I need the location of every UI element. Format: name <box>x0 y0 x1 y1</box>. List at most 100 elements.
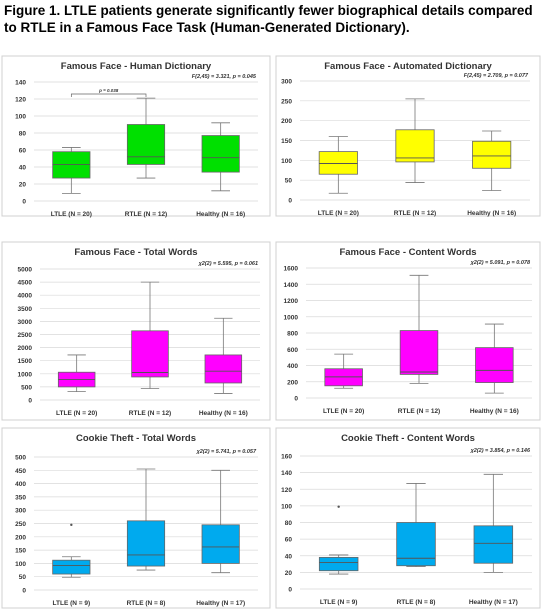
box-1 <box>318 136 358 194</box>
y-tick-label: 1000 <box>18 371 33 378</box>
box-2 <box>126 468 166 571</box>
box-3 <box>201 122 240 192</box>
y-tick-label: 0 <box>288 198 292 205</box>
y-tick-label: 250 <box>281 98 292 105</box>
chart-panel-4: Famous Face - Content Words χ2(2) = 5.091… <box>275 241 541 421</box>
box-3 <box>204 317 243 394</box>
outlier-point <box>70 523 73 527</box>
y-tick-label: 400 <box>287 363 298 370</box>
y-tick-label: 40 <box>285 553 293 560</box>
y-tick-label: 150 <box>15 548 26 555</box>
iqr-box <box>473 525 514 564</box>
iqr-box <box>318 557 359 572</box>
x-category-label: RTLE (N = 8) <box>397 599 436 606</box>
figure-caption: Figure 1. LTLE patients generate signifi… <box>4 3 533 35</box>
chart-panel-2: Famous Face - Automated DictionaryF(2,45… <box>275 55 541 217</box>
y-tick-label: 0 <box>294 396 298 403</box>
x-category-label: Healthy (N = 17) <box>469 599 518 606</box>
y-tick-label: 200 <box>15 534 26 541</box>
y-tick-label: 20 <box>19 182 27 189</box>
significance-bracket <box>70 93 147 97</box>
y-tick-label: 80 <box>19 131 27 138</box>
chart-title: Famous Face - Total Words <box>74 247 197 258</box>
iqr-box <box>396 522 436 567</box>
x-category-label: RTLE (N = 12) <box>394 210 436 217</box>
y-tick-label: 1200 <box>284 298 299 305</box>
x-category-label: LTLE (N = 20) <box>51 211 92 218</box>
x-category-label: Healthy (N = 16) <box>467 210 516 217</box>
y-tick-label: 0 <box>28 398 32 405</box>
y-tick-label: 4500 <box>18 280 33 287</box>
y-tick-label: 5000 <box>18 267 33 274</box>
y-tick-label: 100 <box>15 561 26 568</box>
chart-title: Cookie Theft - Total Words <box>76 433 196 444</box>
iqr-box <box>52 559 91 575</box>
x-category-label: RTLE (N = 12) <box>398 408 440 415</box>
y-tick-label: 20 <box>285 570 293 577</box>
y-tick-label: 3500 <box>18 306 33 313</box>
y-tick-label: 100 <box>281 503 292 510</box>
y-tick-label: 120 <box>281 487 292 494</box>
y-tick-label: 3000 <box>18 319 33 326</box>
y-tick-label: 200 <box>281 118 292 125</box>
iqr-box <box>475 347 514 383</box>
y-tick-label: 140 <box>281 470 292 477</box>
y-tick-label: 160 <box>281 454 292 461</box>
y-tick-label: 140 <box>15 80 26 87</box>
y-tick-label: 600 <box>287 347 298 354</box>
chart-stat-label: F(2,45) = 2.709, p = 0.077 <box>464 73 529 79</box>
y-tick-label: 500 <box>15 455 26 462</box>
chart-title: Famous Face - Automated Dictionary <box>324 61 492 72</box>
box-2 <box>395 98 435 183</box>
chart-stat-label: χ2(2) = 5.741, p = 0.057 <box>196 449 257 455</box>
y-tick-label: 150 <box>281 138 292 145</box>
y-tick-label: 50 <box>285 178 293 185</box>
x-category-label: LTLE (N = 20) <box>56 410 97 417</box>
y-tick-label: 60 <box>285 537 293 544</box>
chart-stat-label: F(2,45) = 3.321, p = 0.045 <box>192 74 257 80</box>
box-3 <box>201 469 240 574</box>
box-3 <box>473 473 514 573</box>
x-category-label: Healthy (N = 16) <box>199 410 248 417</box>
y-tick-label: 0 <box>288 587 292 594</box>
box-1 <box>57 354 96 393</box>
iqr-box <box>131 330 169 378</box>
chart-title: Cookie Theft - Content Words <box>341 433 475 444</box>
box-1 <box>52 147 91 194</box>
y-tick-label: 2500 <box>18 332 33 339</box>
x-category-label: LTLE (N = 20) <box>323 408 364 415</box>
chart-title: Famous Face - Human Dictionary <box>61 61 212 72</box>
y-tick-label: 450 <box>15 468 26 475</box>
y-tick-label: 60 <box>19 148 27 155</box>
chart-frame <box>275 427 541 609</box>
chart-panel-6: Cookie Theft - Content Words χ2(2) = 3.85… <box>275 427 541 609</box>
outlier-point <box>337 505 340 508</box>
box-2 <box>126 97 166 179</box>
chart-stat-label: χ2(2) = 5.595, p = 0.061 <box>198 261 258 267</box>
y-tick-label: 500 <box>21 384 32 391</box>
iqr-box <box>204 354 243 384</box>
y-tick-label: 1600 <box>284 266 299 273</box>
box-2 <box>399 274 439 384</box>
chart-title: Famous Face - Content Words <box>339 247 476 258</box>
iqr-box <box>395 129 435 163</box>
iqr-box <box>399 330 439 375</box>
y-tick-label: 40 <box>19 165 27 172</box>
y-tick-label: 300 <box>15 508 26 515</box>
x-category-label: RTLE (N = 8) <box>127 600 166 607</box>
x-category-label: RTLE (N = 12) <box>129 410 171 417</box>
chart-stat-label: χ2(2) = 5.091, p = 0.078 <box>470 260 531 266</box>
y-tick-label: 0 <box>22 588 26 595</box>
box-3 <box>475 323 514 394</box>
y-tick-label: 0 <box>22 199 26 206</box>
y-tick-label: 100 <box>15 114 26 121</box>
x-category-label: Healthy (N = 17) <box>196 600 245 607</box>
box-2 <box>396 483 436 567</box>
box-3 <box>472 130 512 191</box>
iqr-box <box>201 524 240 564</box>
chart-stat-label: χ2(2) = 3.854, p = 0.146 <box>470 448 531 454</box>
y-tick-label: 400 <box>15 481 26 488</box>
